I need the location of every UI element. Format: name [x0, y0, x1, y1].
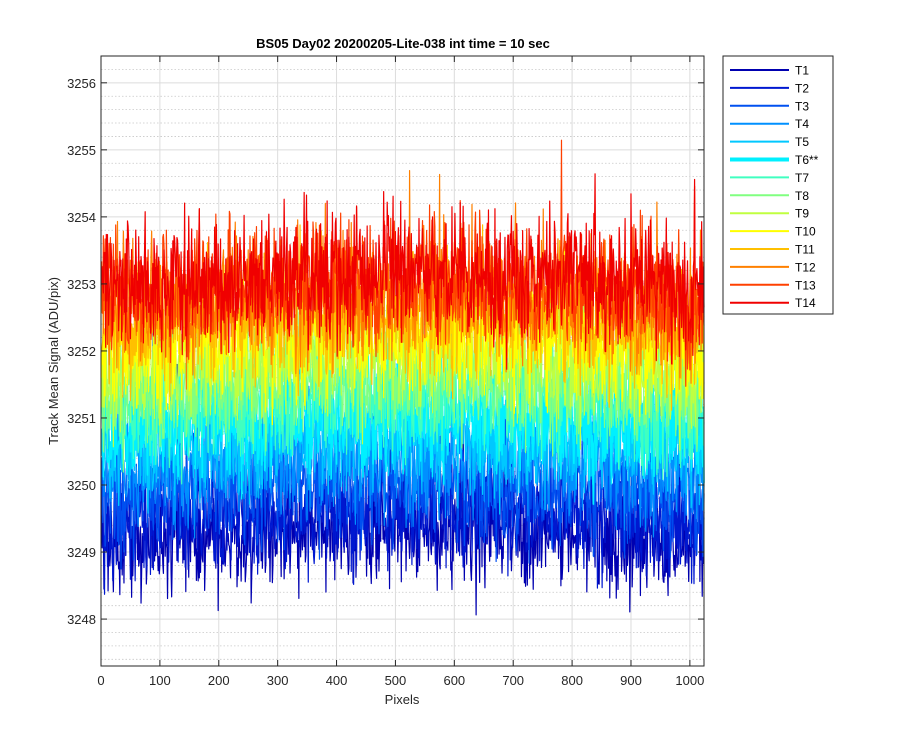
y-tick-label: 3252	[67, 344, 96, 359]
chart-title: BS05 Day02 20200205-Lite-038 int time = …	[256, 36, 550, 51]
y-tick-label: 3250	[67, 478, 96, 493]
x-tick-label: 700	[502, 673, 524, 688]
x-tick-label: 400	[326, 673, 348, 688]
legend-label: T5	[795, 135, 809, 149]
axes-box	[100, 55, 705, 667]
legend-box	[722, 55, 834, 315]
legend-label: T11	[795, 243, 815, 257]
x-tick-label: 0	[97, 673, 104, 688]
x-tick-label: 300	[267, 673, 289, 688]
x-tick-label: 900	[620, 673, 642, 688]
series-line-T2	[100, 363, 705, 595]
legend-label: T10	[795, 225, 816, 239]
legend-label: T14	[795, 296, 816, 310]
legend-label: T7	[795, 171, 809, 185]
y-tick-label: 3249	[67, 545, 96, 560]
y-tick-label: 3253	[67, 277, 96, 292]
legend-label: T4	[795, 117, 809, 131]
legend-label: T12	[795, 260, 816, 274]
y-axis-ticks: 3248 3249 3250 3251 3252 3253 3254 3255 3256	[67, 76, 704, 627]
x-tick-label: 800	[561, 673, 583, 688]
x-tick-label: 200	[208, 673, 230, 688]
x-tick-label: 100	[149, 673, 171, 688]
legend-label: T3	[795, 99, 809, 113]
x-tick-label: 600	[443, 673, 465, 688]
legend-label: T6**	[795, 153, 819, 167]
y-tick-label: 3248	[67, 612, 96, 627]
legend: T1 T2 T3 T4 T5 T6** T7 T8 T9 T10 T11 T12 T13 T14	[722, 55, 834, 315]
legend-label: T1	[795, 64, 809, 78]
series-line-T9	[100, 255, 705, 451]
series-line-T14	[100, 173, 705, 370]
y-tick-label: 3254	[67, 210, 96, 225]
y-axis-label: Track Mean Signal (ADU/pix)	[46, 277, 61, 445]
x-axis-label: Pixels	[385, 692, 420, 707]
legend-label: T8	[795, 189, 809, 203]
y-tick-label: 3251	[67, 411, 96, 426]
x-axis-ticks: 0 100 200 300 400 500 600 700 800 900 1000	[97, 56, 704, 688]
legend-items: T1 T2 T3 T4 T5 T6** T7 T8 T9 T10 T11 T12 T13 T14	[730, 64, 819, 310]
legend-label: T9	[795, 207, 809, 221]
legend-label: T2	[795, 81, 809, 95]
x-tick-label: 500	[385, 673, 407, 688]
y-tick-label: 3256	[67, 76, 96, 91]
series-layer	[100, 139, 705, 616]
x-tick-label: 1000	[675, 673, 704, 688]
y-tick-label: 3255	[67, 143, 96, 158]
legend-label: T13	[795, 278, 816, 292]
plot-area: 0 100 200 300 400 500 600 700 800 900 1000 3248324…	[67, 55, 705, 688]
